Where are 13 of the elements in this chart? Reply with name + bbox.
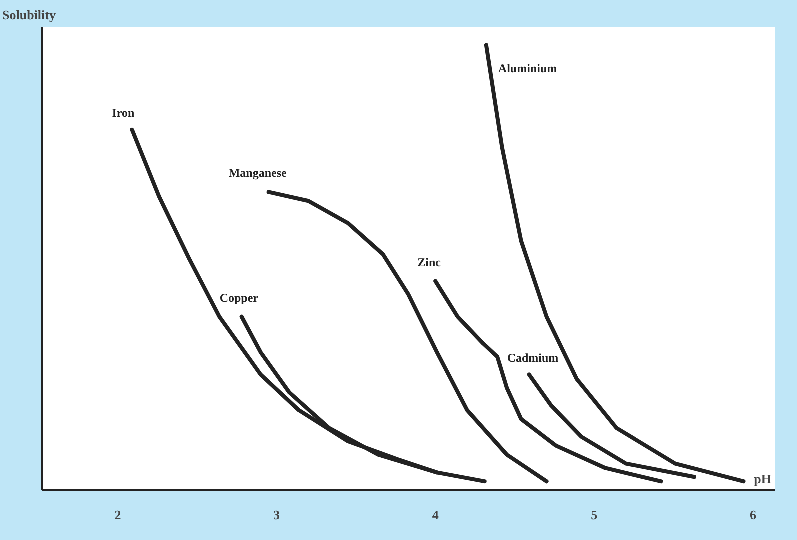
x-tick-label: 2 <box>114 508 122 522</box>
series-label: Iron <box>112 106 136 120</box>
series-label: Aluminium <box>498 61 558 76</box>
x-tick-label: 5 <box>591 508 598 522</box>
x-tick-label: 4 <box>432 508 440 522</box>
series-label: Cadmium <box>507 350 559 365</box>
x-tick-label: 6 <box>750 508 758 522</box>
series-label: Zinc <box>418 255 442 270</box>
series-label: Copper <box>220 290 260 305</box>
y-axis-title: Solubility <box>2 8 56 22</box>
x-axis-title: pH <box>754 472 772 486</box>
x-tick-label: 3 <box>274 508 281 522</box>
series-label: Manganese <box>228 166 288 180</box>
